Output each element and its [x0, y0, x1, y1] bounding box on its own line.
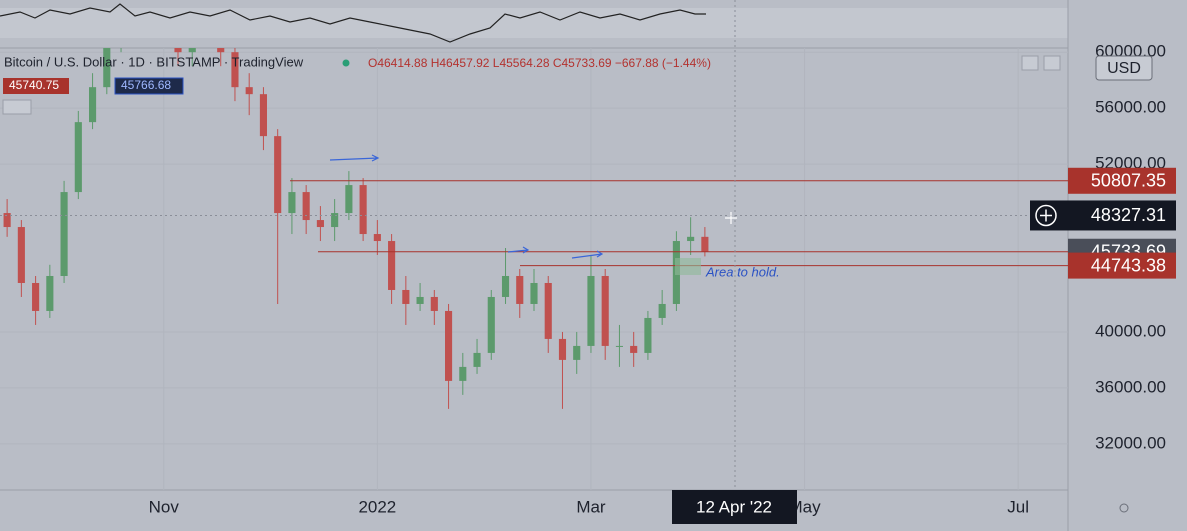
y-tick-label: 36000.00	[1095, 377, 1166, 396]
candle-body	[316, 220, 324, 228]
candle-body	[459, 366, 467, 381]
date-box	[672, 490, 797, 524]
candle-body	[573, 345, 581, 360]
candle-body	[601, 275, 609, 346]
indicator-pane	[0, 8, 1068, 38]
candle-body	[473, 352, 481, 367]
candle-body	[544, 282, 552, 339]
candle-body	[359, 185, 367, 235]
pane-button[interactable]	[1021, 55, 1039, 71]
candle-body	[345, 185, 353, 214]
candle-body	[174, 48, 182, 53]
x-tick-label: 2022	[358, 497, 396, 516]
candle-body	[188, 48, 196, 53]
candle-body	[516, 275, 524, 304]
crosshair-price: 48327.31	[1091, 205, 1166, 225]
price-axis: 32000.0036000.0040000.0052000.0056000.00…	[1030, 42, 1176, 452]
ohlc: O46414.88 H46457.92 L45564.28 C45733.69 …	[368, 56, 711, 70]
candle-body	[17, 227, 25, 283]
add-button	[1035, 204, 1057, 227]
x-tick-label: Nov	[149, 497, 180, 516]
candle-body	[445, 310, 453, 381]
candle-body	[630, 345, 638, 353]
candle-body	[615, 345, 623, 347]
candle-body	[302, 192, 310, 221]
candle-body	[501, 275, 510, 297]
currency-box[interactable]	[1095, 55, 1153, 81]
candle-body	[687, 236, 695, 242]
price-label-box	[1068, 167, 1176, 194]
bid-box	[3, 78, 69, 94]
candle-body	[74, 122, 82, 193]
annotation: Area to hold.	[705, 264, 780, 279]
candle-body	[3, 213, 11, 228]
price-label-box	[1068, 252, 1176, 279]
crosshair-box	[1030, 200, 1176, 231]
collapse-button[interactable]	[2, 99, 32, 115]
candle-body	[373, 234, 381, 242]
candle-body	[274, 136, 282, 214]
price-pane	[3, 48, 1068, 409]
candle-body	[46, 275, 54, 311]
settings[interactable]	[1119, 503, 1129, 513]
status-dot	[342, 59, 350, 67]
indicator-line	[0, 3, 706, 43]
candle-body	[60, 192, 68, 276]
symbol: Bitcoin / U.S. Dollar · 1D · BITSTAMP · …	[4, 54, 304, 69]
hold-zone	[675, 258, 701, 275]
bid: 45740.75	[9, 78, 59, 92]
y-tick-label: 32000.00	[1095, 433, 1166, 452]
candle-body	[245, 87, 253, 95]
candle-body	[103, 48, 111, 88]
candle-body	[644, 317, 652, 353]
candle-body	[701, 236, 709, 252]
candle-body	[416, 296, 424, 304]
candle-body	[658, 303, 666, 318]
candle-body	[288, 192, 296, 214]
candle-body	[587, 275, 595, 346]
y-tick-label: 56000.00	[1095, 98, 1166, 117]
y-tick-label: 40000.00	[1095, 321, 1166, 340]
candle-body	[487, 296, 495, 353]
candle-body	[402, 289, 410, 304]
candle-body	[231, 52, 239, 88]
candle-body	[331, 213, 339, 228]
crosshair-date: 12 Apr '22	[696, 497, 772, 516]
candle-body	[430, 296, 438, 311]
candle-body	[217, 48, 225, 53]
candle-body	[89, 87, 97, 123]
add-icon	[1040, 209, 1052, 222]
candle-body	[32, 282, 40, 311]
currency[interactable]: USD	[1107, 60, 1141, 77]
price-label: 50807.35	[1091, 171, 1166, 191]
ask-box	[114, 77, 184, 95]
arrows	[329, 154, 604, 259]
ask: 45766.68	[121, 78, 171, 92]
candle-body	[530, 282, 538, 304]
x-tick-label: Jul	[1007, 497, 1029, 516]
candle-body	[259, 94, 267, 137]
pane-button[interactable]	[1043, 55, 1061, 71]
x-tick-label: Mar	[576, 497, 606, 516]
cursor	[725, 212, 737, 224]
candle-body	[388, 241, 396, 290]
price-label: 44743.38	[1091, 255, 1166, 275]
candle-body	[558, 338, 567, 360]
